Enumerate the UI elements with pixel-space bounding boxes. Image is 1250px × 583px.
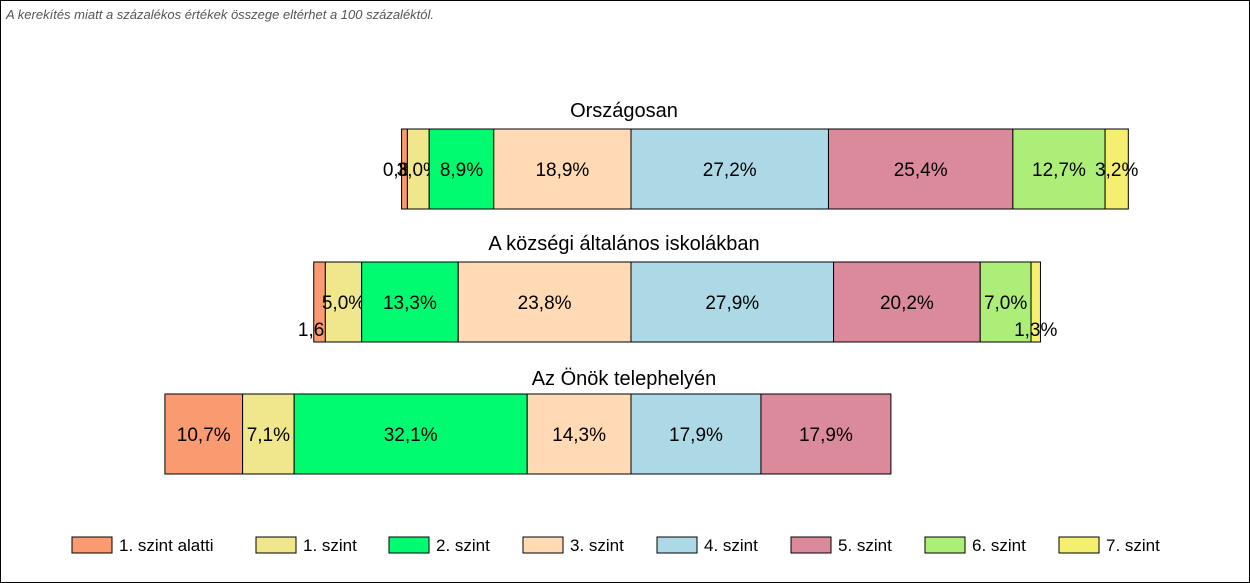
legend-label-3: 2. szint	[436, 536, 490, 555]
data-label-2-2: 5,0%	[322, 293, 365, 314]
bar-segment-1-5	[630, 128, 829, 210]
legend-label-8: 7. szint	[1106, 536, 1160, 555]
bar-segment-2-5	[630, 261, 835, 343]
legend-swatch-4	[522, 536, 564, 554]
legend-swatch-1	[71, 536, 113, 554]
bar-segment-3-4	[526, 393, 632, 475]
legend-swatch-6	[790, 536, 832, 554]
data-label-3-5: 17,9%	[669, 425, 723, 446]
data-label-3-2: 7,1%	[247, 425, 290, 446]
bar-segment-1-8	[1104, 128, 1129, 210]
data-label-1-6: 25,4%	[894, 160, 948, 181]
bar-segment-3-2	[242, 393, 295, 475]
data-label-2-3: 13,3%	[383, 293, 437, 314]
legend-label-2: 1. szint	[303, 536, 357, 555]
legend-label-5: 4. szint	[704, 536, 758, 555]
data-label-3-3: 32,1%	[384, 425, 438, 446]
bar-segment-2-4	[457, 261, 632, 343]
legend-swatch-2	[255, 536, 297, 554]
data-label-2-8: 1,3%	[1014, 320, 1057, 341]
data-label-2-5: 27,9%	[705, 293, 759, 314]
data-label-3-1: 10,7%	[177, 425, 231, 446]
bar-segment-2-7	[979, 261, 1032, 343]
data-label-1-4: 18,9%	[535, 160, 589, 181]
data-label-1-8: 3,2%	[1095, 160, 1138, 181]
bar-segment-3-5	[630, 393, 762, 475]
data-label-1-5: 27,2%	[703, 160, 757, 181]
legend-label-4: 3. szint	[570, 536, 624, 555]
legend-swatch-3	[388, 536, 430, 554]
bar-segment-1-7	[1012, 128, 1106, 210]
group-title-1: Országosan	[570, 100, 678, 122]
data-label-3-6: 17,9%	[799, 425, 853, 446]
data-label-3-4: 14,3%	[552, 425, 606, 446]
data-label-1-3: 8,9%	[440, 160, 483, 181]
bar-segment-2-3	[361, 261, 459, 343]
legend-label-7: 6. szint	[972, 536, 1026, 555]
data-label-2-6: 20,2%	[880, 293, 934, 314]
bar-segment-3-6	[760, 393, 892, 475]
data-label-1-7: 12,7%	[1032, 160, 1086, 181]
legend-label-6: 5. szint	[838, 536, 892, 555]
legend-swatch-7	[924, 536, 966, 554]
data-label-2-7: 7,0%	[984, 293, 1027, 314]
legend-label-1: 1. szint alatti	[119, 536, 214, 555]
legend-swatch-5	[656, 536, 698, 554]
legend-swatch-8	[1058, 536, 1100, 554]
bar-segment-3-3	[293, 393, 528, 475]
data-label-2-4: 23,8%	[518, 293, 572, 314]
bar-segment-3-1	[164, 393, 244, 475]
bar-segment-2-8	[1030, 261, 1041, 343]
group-title-3: Az Önök telephelyén	[532, 368, 717, 390]
rounding-note: A kerekítés miatt a százalékos értékek ö…	[6, 7, 435, 22]
bar-segment-2-6	[833, 261, 981, 343]
group-title-2: A községi általános iskolákban	[488, 233, 759, 255]
bar-segment-2-2	[324, 261, 363, 343]
